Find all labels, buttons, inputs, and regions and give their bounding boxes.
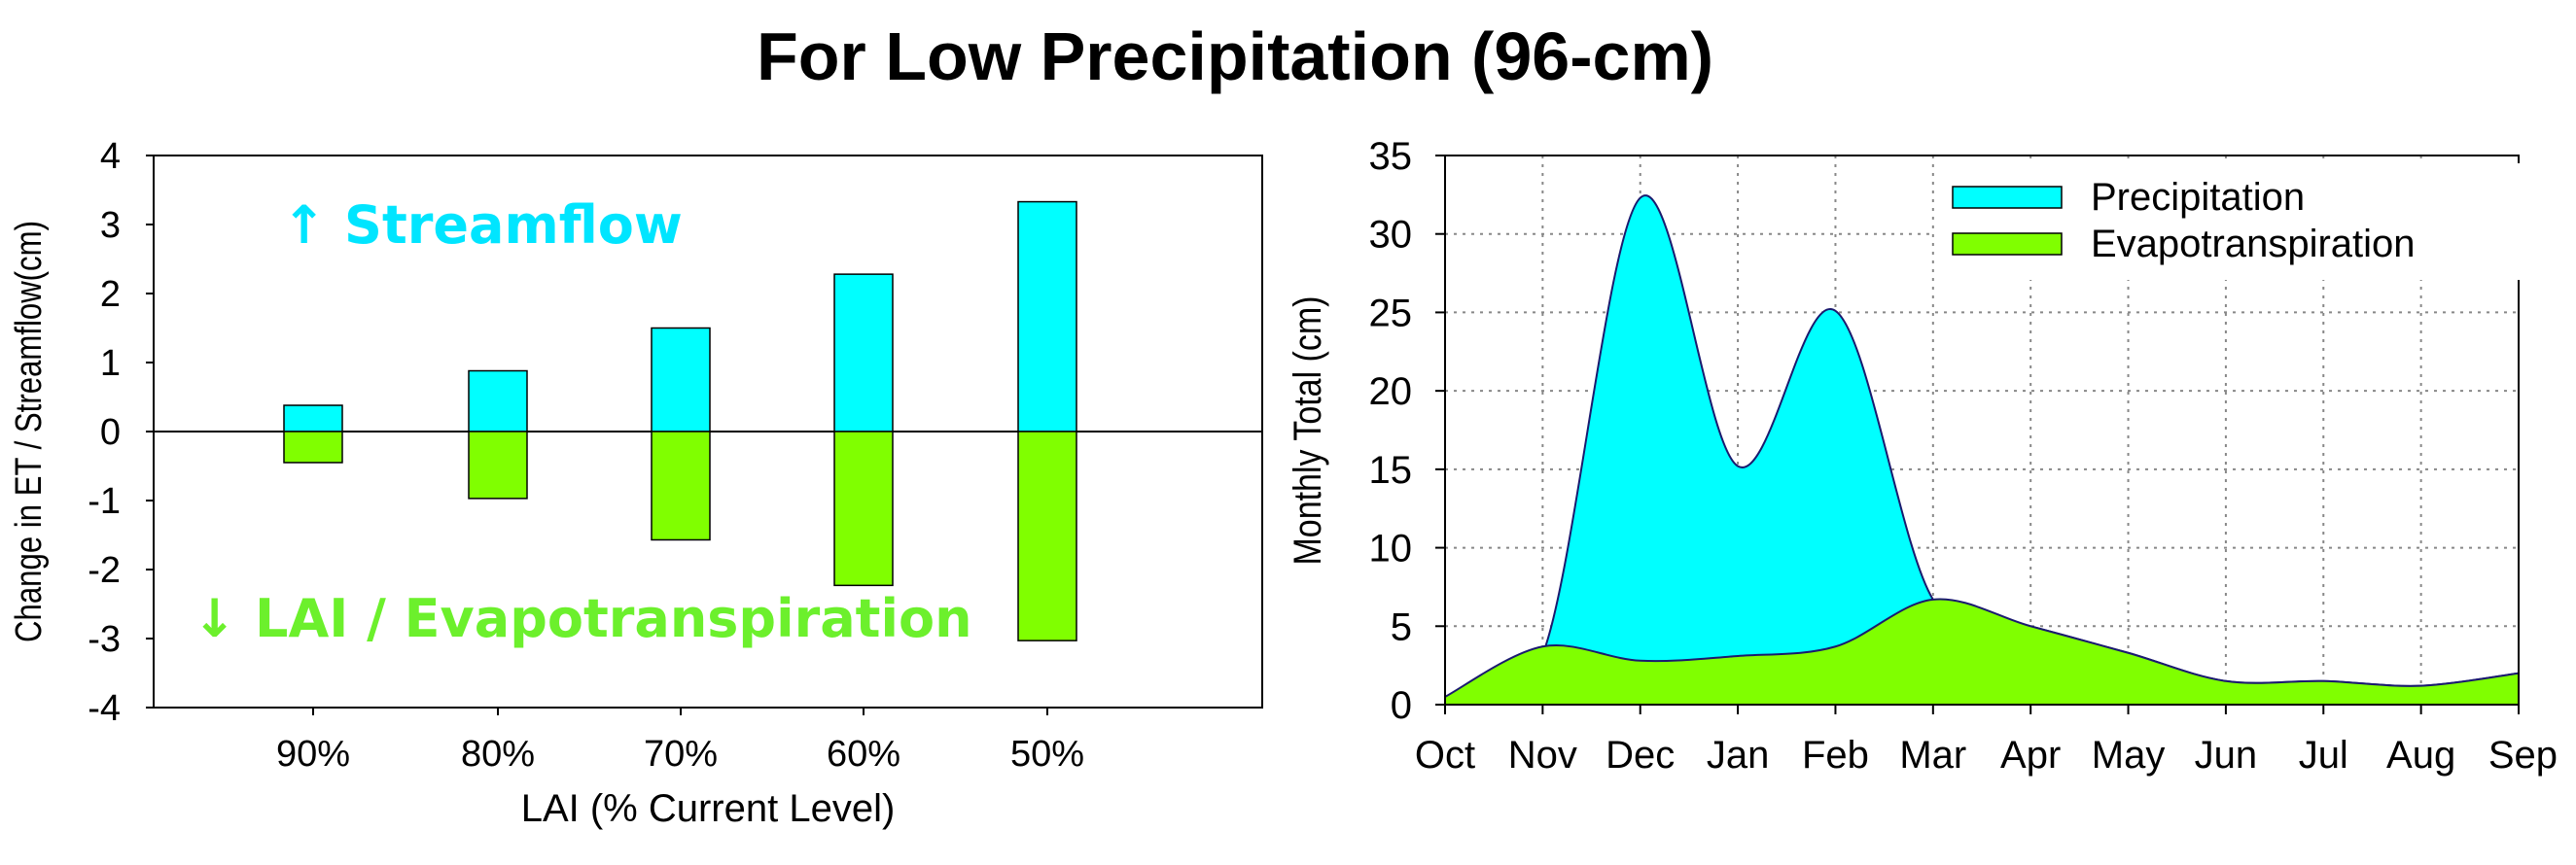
left-y-tick-label: -3 — [88, 619, 121, 660]
left-x-tick-label: 80% — [461, 734, 535, 775]
streamflow-annotation: ↑ Streamflow — [282, 194, 683, 256]
right-x-tick-label: Feb — [1802, 734, 1869, 777]
streamflow-bar — [283, 404, 343, 432]
left-y-ticks: 4 3 2 1 0 -1 -2 -3 -4 — [88, 136, 154, 729]
right-x-tick-label: Mar — [1899, 734, 1966, 777]
right-x-tick-label: May — [2092, 734, 2166, 777]
right-x-tick-label: Jan — [1707, 734, 1770, 777]
left-x-ticks: 90% 80% 70% 60% 50% — [276, 708, 1084, 775]
monthly-total-chart: 35 30 25 20 15 10 5 0 Oct Nov Dec Jan Feb Mar Apr May J… — [1285, 135, 2558, 777]
right-y-tick-label: 20 — [1369, 370, 1413, 413]
legend-box — [1935, 163, 2528, 280]
legend-label-evapotranspiration: Evapotranspiration — [2091, 223, 2416, 265]
right-x-tick-label: Apr — [2000, 734, 2061, 777]
left-y-tick-label: 1 — [100, 343, 121, 384]
right-y-tick-label: 30 — [1369, 214, 1413, 257]
left-y-tick-label: 3 — [100, 205, 121, 246]
right-x-tick-label: Oct — [1415, 734, 1475, 777]
right-y-ticks: 35 30 25 20 15 10 5 0 — [1369, 135, 1445, 727]
legend-label-precipitation: Precipitation — [2091, 176, 2305, 219]
right-y-tick-label: 25 — [1369, 292, 1413, 334]
left-x-tick-label: 90% — [276, 734, 350, 775]
legend: Precipitation Evapotranspiration — [1935, 163, 2528, 280]
right-x-tick-label: Jul — [2299, 734, 2348, 777]
et-bar — [1017, 431, 1077, 641]
evapotranspiration-annotation: ↓ LAI / Evapotranspiration — [193, 588, 972, 649]
right-y-tick-label: 15 — [1369, 449, 1413, 492]
right-y-tick-label: 0 — [1391, 684, 1412, 727]
left-y-tick-label: 4 — [100, 136, 121, 177]
left-y-tick-label: -2 — [88, 550, 121, 591]
right-plot-frame — [1444, 155, 2520, 706]
et-bar — [651, 431, 711, 541]
right-x-tick-label: Aug — [2386, 734, 2455, 777]
left-y-tick-label: -1 — [88, 481, 121, 522]
right-x-tick-label: Nov — [1508, 734, 1577, 777]
right-x-tick-label: Dec — [1606, 734, 1675, 777]
left-x-tick-label: 60% — [827, 734, 900, 775]
et-bar — [468, 431, 528, 500]
page-title: For Low Precipitation (96-cm) — [757, 18, 1713, 94]
streamflow-bar — [468, 369, 528, 432]
left-bars — [283, 200, 1077, 641]
legend-swatch-precipitation — [1952, 186, 2063, 209]
right-x-ticks: Oct Nov Dec Jan Feb Mar Apr May Jun Jul Aug Sep — [1415, 705, 2558, 777]
right-y-tick-label: 5 — [1391, 606, 1412, 648]
streamflow-bar — [833, 273, 894, 432]
right-x-tick-label: Jun — [2195, 734, 2258, 777]
left-x-tick-label: 70% — [644, 734, 718, 775]
right-y-axis-label: Monthly Total (cm) — [1285, 295, 1328, 565]
right-x-tick-label: Sep — [2488, 734, 2558, 777]
right-y-tick-label: 10 — [1369, 528, 1413, 571]
streamflow-bar — [651, 327, 711, 432]
left-y-tick-label: -4 — [88, 688, 121, 729]
evapotranspiration-area — [1444, 598, 2520, 706]
et-bar — [833, 431, 894, 587]
left-y-tick-label: 0 — [100, 412, 121, 453]
right-y-tick-label: 35 — [1369, 135, 1413, 178]
left-y-tick-label: 2 — [100, 274, 121, 315]
left-x-axis-label: LAI (% Current Level) — [521, 787, 896, 830]
et-bar — [283, 431, 343, 464]
legend-swatch-evapotranspiration — [1952, 232, 2063, 256]
left-x-tick-label: 50% — [1010, 734, 1084, 775]
streamflow-bar — [1017, 200, 1077, 432]
left-y-axis-label: Change in ET / Streamflow(cm) — [9, 221, 50, 642]
streamflow-change-chart: 4 3 2 1 0 -1 -2 -3 -4 90% 80% 70% 60% 50% LAI (% Cur… — [9, 136, 1263, 830]
